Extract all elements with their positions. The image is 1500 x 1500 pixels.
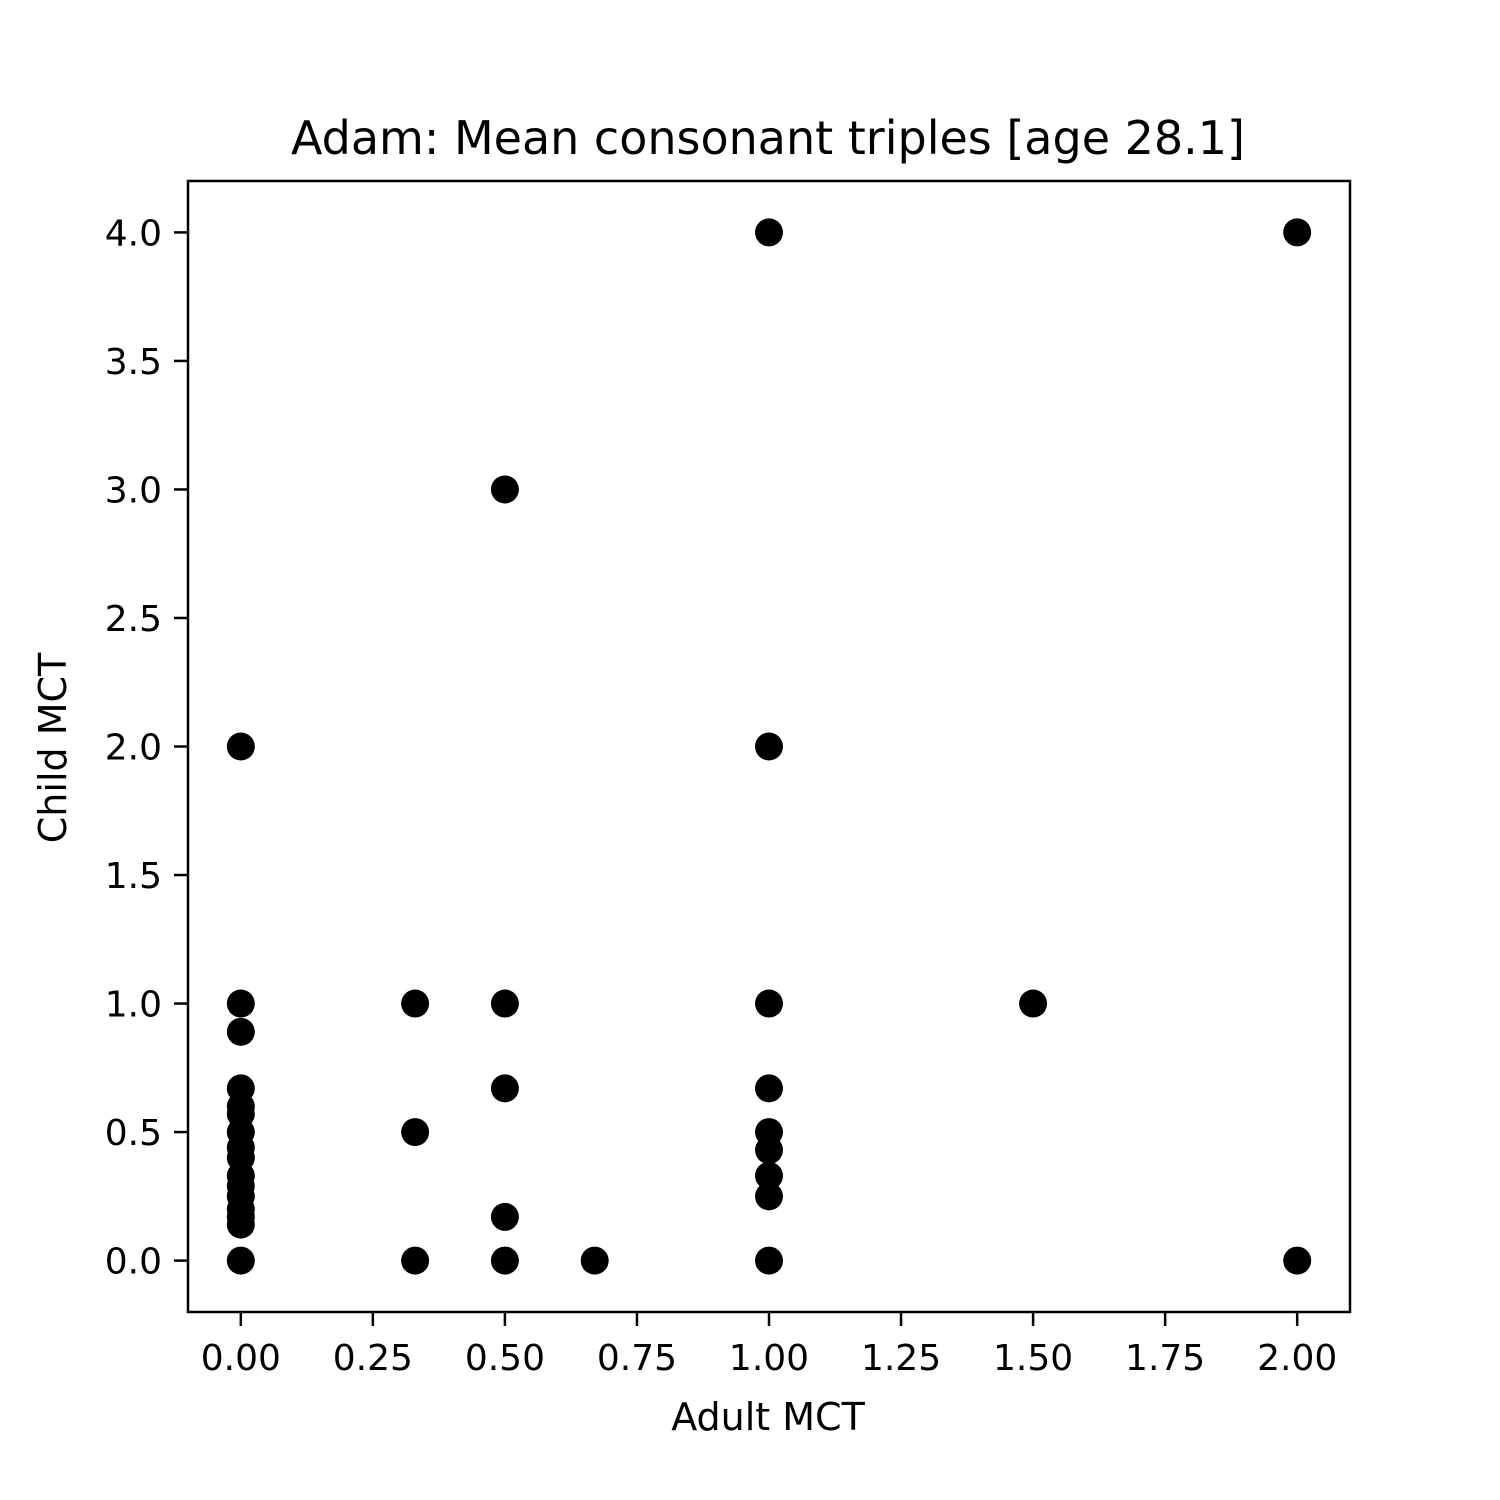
x-tick-label: 0.50	[465, 1338, 545, 1379]
y-tick-label: 2.0	[105, 728, 162, 769]
scatter-point	[755, 1182, 783, 1211]
scatter-point	[1019, 989, 1048, 1018]
scatter-point	[226, 1246, 255, 1275]
scatter-point	[490, 989, 519, 1018]
x-tick-label: 1.50	[993, 1338, 1073, 1379]
x-tick-label: 0.00	[201, 1338, 281, 1379]
scatter-point	[755, 1074, 783, 1103]
x-tick-label: 1.25	[861, 1338, 941, 1379]
y-axis-label: Child MCT	[31, 652, 75, 843]
x-tick-label: 1.00	[729, 1338, 809, 1379]
scatter-point	[1283, 1246, 1312, 1275]
scatter-point	[755, 1136, 783, 1165]
y-tick-label: 0.0	[105, 1242, 162, 1283]
x-axis-label: Adult MCT	[671, 1395, 865, 1439]
x-tick-label: 0.25	[333, 1338, 413, 1379]
scatter-point	[755, 732, 783, 761]
scatter-point	[226, 1210, 255, 1239]
scatter-point	[226, 989, 255, 1018]
scatter-point	[490, 1202, 519, 1231]
y-tick-label: 1.5	[105, 856, 162, 897]
scatter-point	[401, 1118, 430, 1147]
scatter-point	[755, 1246, 783, 1275]
x-tick-label: 0.75	[597, 1338, 677, 1379]
scatter-point	[580, 1246, 609, 1275]
scatter-point	[226, 1017, 255, 1046]
scatter-point	[490, 475, 519, 504]
y-tick-label: 4.0	[105, 213, 162, 254]
y-tick-label: 3.0	[105, 470, 162, 511]
scatter-point	[401, 1246, 430, 1275]
x-tick-label: 1.75	[1125, 1338, 1205, 1379]
y-tick-label: 2.5	[105, 599, 162, 640]
scatter-point	[1283, 218, 1312, 247]
scatter-point	[490, 1246, 519, 1275]
scatter-point	[490, 1074, 519, 1103]
scatter-point	[226, 732, 255, 761]
scatter-point	[755, 1161, 783, 1190]
scatter-point	[755, 989, 783, 1018]
scatter-point	[401, 989, 430, 1018]
x-tick-label: 2.00	[1257, 1338, 1337, 1379]
x-axis-ticks: 0.00 0.25 0.50 0.75 1.00 1.25 1.50 1.75 2.00	[201, 1312, 1337, 1379]
y-tick-label: 0.5	[105, 1113, 162, 1154]
plot-frame	[186, 179, 1352, 1314]
scatter-point	[755, 218, 783, 247]
chart-title: Adam: Mean consonant triples [age 28.1]	[291, 111, 1245, 165]
y-tick-label: 1.0	[105, 985, 162, 1026]
y-tick-label: 3.5	[105, 342, 162, 383]
data-points	[226, 218, 1312, 1275]
y-axis-ticks: 0.0 0.5 1.0 1.5 2.0 2.5 3.0 3.5 4.0	[105, 213, 188, 1283]
